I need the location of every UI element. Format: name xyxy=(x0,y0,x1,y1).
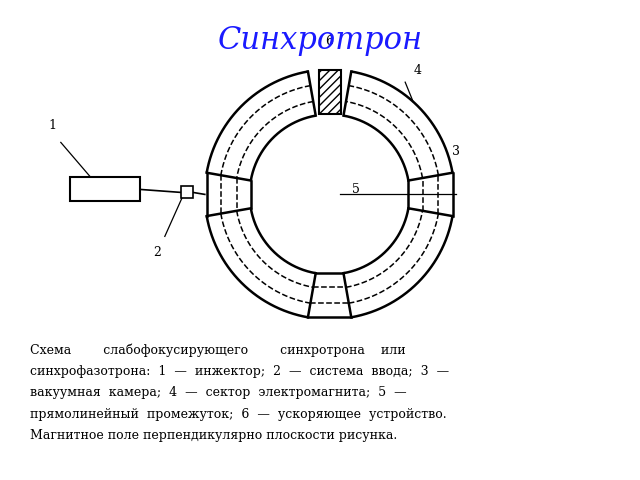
Text: синхрофазотрона:  1  —  инжектор;  2  —  система  ввода;  3  —: синхрофазотрона: 1 — инжектор; 2 — систе… xyxy=(30,365,449,378)
Text: 2: 2 xyxy=(153,246,161,259)
FancyBboxPatch shape xyxy=(181,186,193,198)
Text: 6: 6 xyxy=(326,35,333,48)
Text: 4: 4 xyxy=(413,64,421,77)
Text: Схема        слабофокусирующего        синхротрона    или: Схема слабофокусирующего синхротрона или xyxy=(30,343,406,357)
FancyBboxPatch shape xyxy=(70,178,140,202)
Text: 1: 1 xyxy=(49,120,57,132)
Text: Синхротрон: Синхротрон xyxy=(218,25,422,56)
Text: 3: 3 xyxy=(452,145,460,158)
Text: Магнитное поле перпендикулярно плоскости рисунка.: Магнитное поле перпендикулярно плоскости… xyxy=(30,429,397,442)
Text: прямолинейный  промежуток;  6  —  ускоряющее  устройство.: прямолинейный промежуток; 6 — ускоряющее… xyxy=(30,408,447,420)
FancyBboxPatch shape xyxy=(319,70,340,114)
Text: 5: 5 xyxy=(351,183,360,196)
Text: вакуумная  камера;  4  —  сектор  электромагнита;  5  —: вакуумная камера; 4 — сектор электромагн… xyxy=(30,386,406,399)
